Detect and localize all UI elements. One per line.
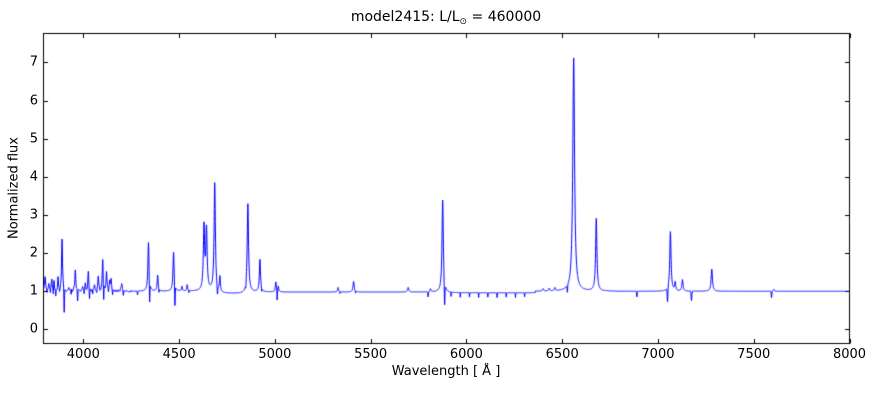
- x-tick-label: 5000: [258, 347, 292, 362]
- y-tick-label: 1: [29, 283, 38, 299]
- y-tick-label: 5: [29, 131, 38, 147]
- chart-title: model2415: L/L⊙ = 460000: [351, 9, 541, 27]
- y-tick-label: 6: [29, 93, 38, 109]
- x-tick-label: 6000: [449, 347, 483, 362]
- y-tick-label: 2: [29, 245, 38, 261]
- chart-title-text: model2415: L/L: [350, 9, 460, 25]
- x-tick-label: 8000: [832, 347, 867, 362]
- x-tick-label: 5500: [354, 347, 388, 362]
- x-tick-label: 4000: [66, 347, 100, 362]
- y-tick-label: 4: [29, 169, 38, 185]
- y-tick-label: 7: [29, 54, 38, 70]
- x-tick-label: 4500: [162, 347, 196, 362]
- sun-symbol: ⊙: [459, 17, 468, 27]
- x-axis-label: Wavelength [ Å ]: [391, 364, 501, 379]
- x-tick-label: 7000: [641, 347, 675, 362]
- chart-title-suffix: = 460000: [467, 9, 542, 25]
- y-tick-label: 0: [29, 321, 38, 337]
- y-axis-label: Normalized flux: [6, 137, 22, 239]
- x-tick-label: 7500: [737, 347, 771, 362]
- x-tick-label: 6500: [545, 347, 579, 362]
- y-tick-label: 3: [29, 207, 38, 223]
